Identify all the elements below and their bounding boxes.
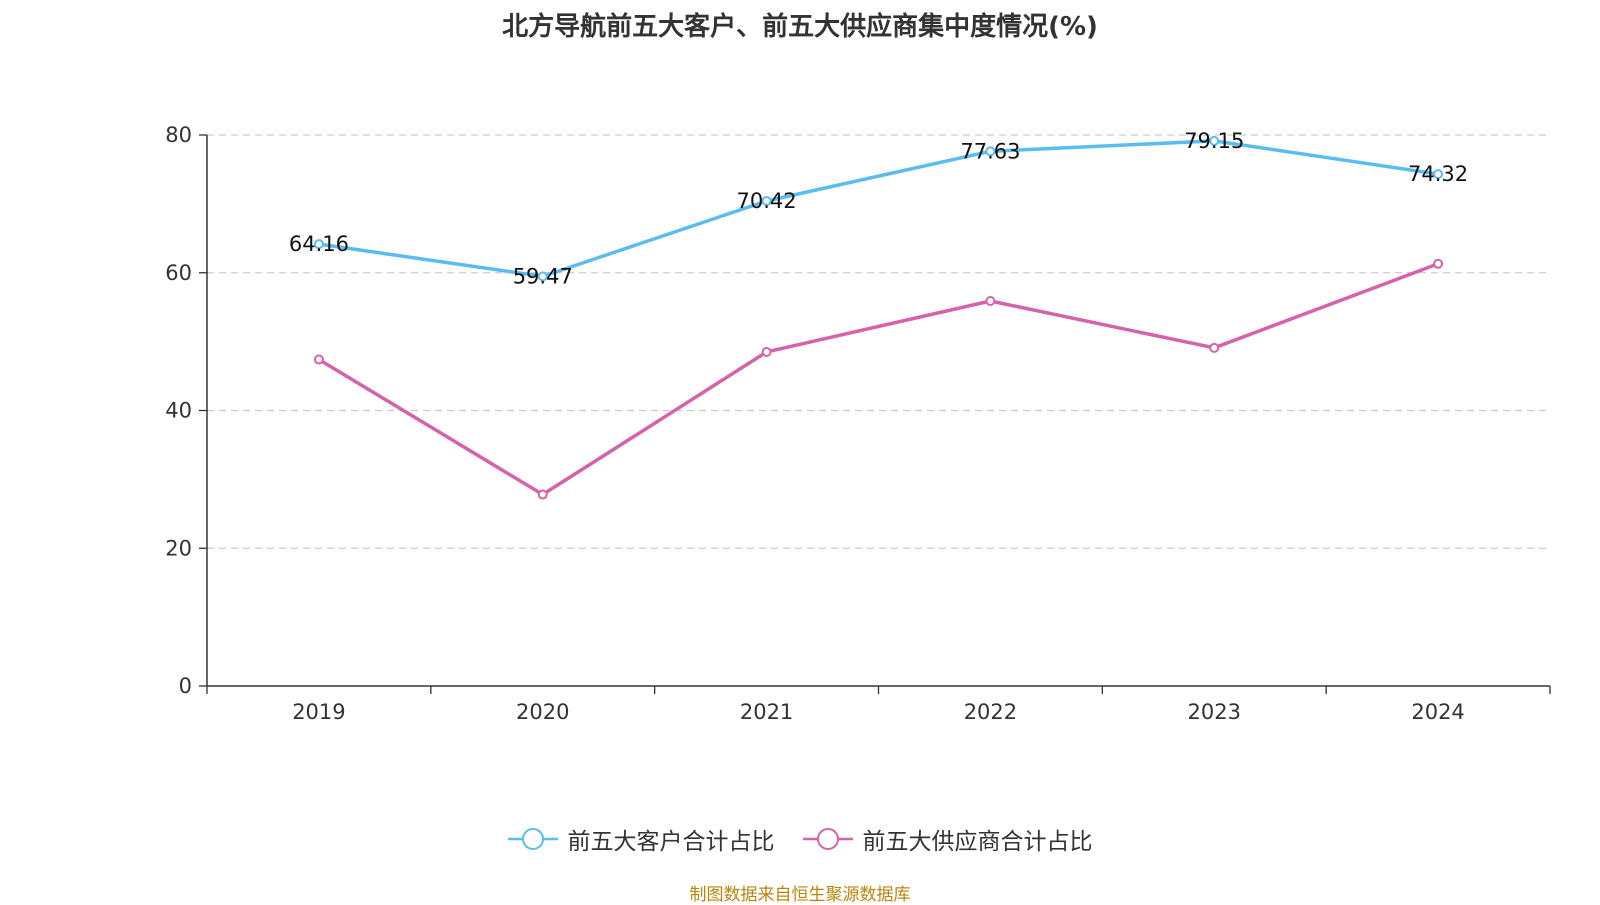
y-tick-label: 0 (179, 674, 192, 698)
chart-title: 北方导航前五大客户、前五大供应商集中度情况(%) (502, 12, 1098, 42)
y-tick-label: 80 (165, 123, 192, 147)
data-point (761, 195, 772, 206)
x-tick-label: 2022 (964, 700, 1017, 724)
grid-lines (207, 134, 1550, 549)
legend-item[interactable]: 前五大供应商合计占比 (802, 822, 1093, 856)
y-tick-label: 60 (165, 261, 192, 285)
series-line-2 (318, 262, 1439, 497)
axes: 0 20 40 60 80 2019 2020 2021 2022 2023 2024 (165, 123, 1551, 724)
legend-item[interactable]: 前五大客户合计占比 (507, 822, 775, 856)
data-point (313, 354, 324, 365)
data-point (313, 239, 324, 250)
data-point (1433, 169, 1444, 180)
legend-label: 前五大客户合计占比 (567, 829, 775, 855)
data-point (761, 346, 772, 357)
data-labels: 64.16 59.47 70.42 77.63 79.15 74.32 (289, 129, 1468, 289)
x-tick-label: 2023 (1188, 700, 1241, 724)
source-note: 制图数据来自恒生聚源数据库 (689, 885, 911, 905)
data-label: 59.47 (513, 264, 573, 288)
data-point (1433, 258, 1444, 269)
y-tick-label: 20 (165, 536, 192, 560)
data-point (537, 489, 548, 500)
series-line-1 (318, 139, 1439, 279)
legend: 前五大客户合计占比 前五大供应商合计占比 (0, 822, 1600, 856)
legend-marker-icon (507, 828, 558, 850)
data-point (537, 271, 548, 282)
data-label: 77.63 (960, 139, 1020, 163)
data-label: 64.16 (289, 232, 349, 256)
data-label: 70.42 (737, 189, 797, 213)
x-tick-label: 2020 (516, 700, 569, 724)
data-point (985, 146, 996, 157)
y-tick-label: 40 (165, 399, 192, 423)
data-point (1209, 135, 1220, 146)
x-tick-label: 2024 (1411, 700, 1464, 724)
series-lines (313, 135, 1444, 500)
data-label: 74.32 (1408, 162, 1468, 186)
data-point (985, 295, 996, 306)
x-tick-label: 2019 (292, 700, 345, 724)
data-point (1209, 342, 1220, 353)
legend-label: 前五大供应商合计占比 (862, 829, 1093, 855)
legend-marker-icon (802, 828, 853, 850)
data-label: 79.15 (1184, 129, 1244, 153)
x-tick-label: 2021 (740, 700, 793, 724)
